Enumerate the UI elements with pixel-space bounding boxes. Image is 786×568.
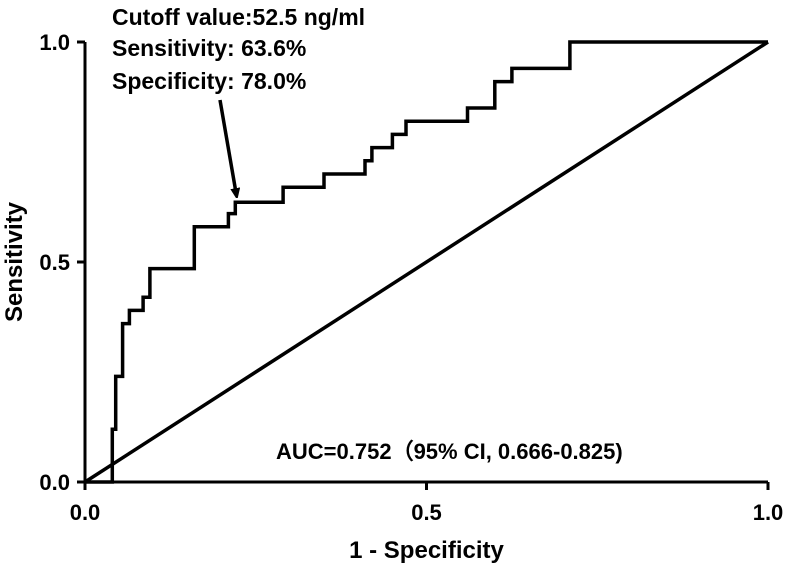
y-tick-label-1: 0.5: [39, 250, 70, 275]
cutoff-value-text: Cutoff value:52.5 ng/ml: [112, 4, 365, 30]
y-axis-title: Sensitivity: [1, 201, 28, 322]
x-tick-label-1: 0.5: [411, 500, 442, 525]
cutoff-arrow: [218, 99, 236, 194]
cutoff-sensitivity-text: Sensitivity: 63.6%: [112, 35, 306, 61]
reference-diagonal-line: [84, 40, 769, 484]
roc-curve-line: [85, 40, 768, 484]
auc-text: AUC=0.752（95% CI, 0.666-0.825): [276, 439, 623, 464]
y-tick-label-2: 1.0: [39, 30, 70, 55]
y-tick-label-0: 0.0: [39, 470, 70, 495]
x-tick-label-0: 0.0: [70, 500, 101, 525]
x-axis-title: 1 - Specificity: [349, 537, 504, 564]
x-tick-label-2: 1.0: [753, 500, 784, 525]
cutoff-specificity-text: Specificity: 78.0%: [112, 68, 306, 94]
